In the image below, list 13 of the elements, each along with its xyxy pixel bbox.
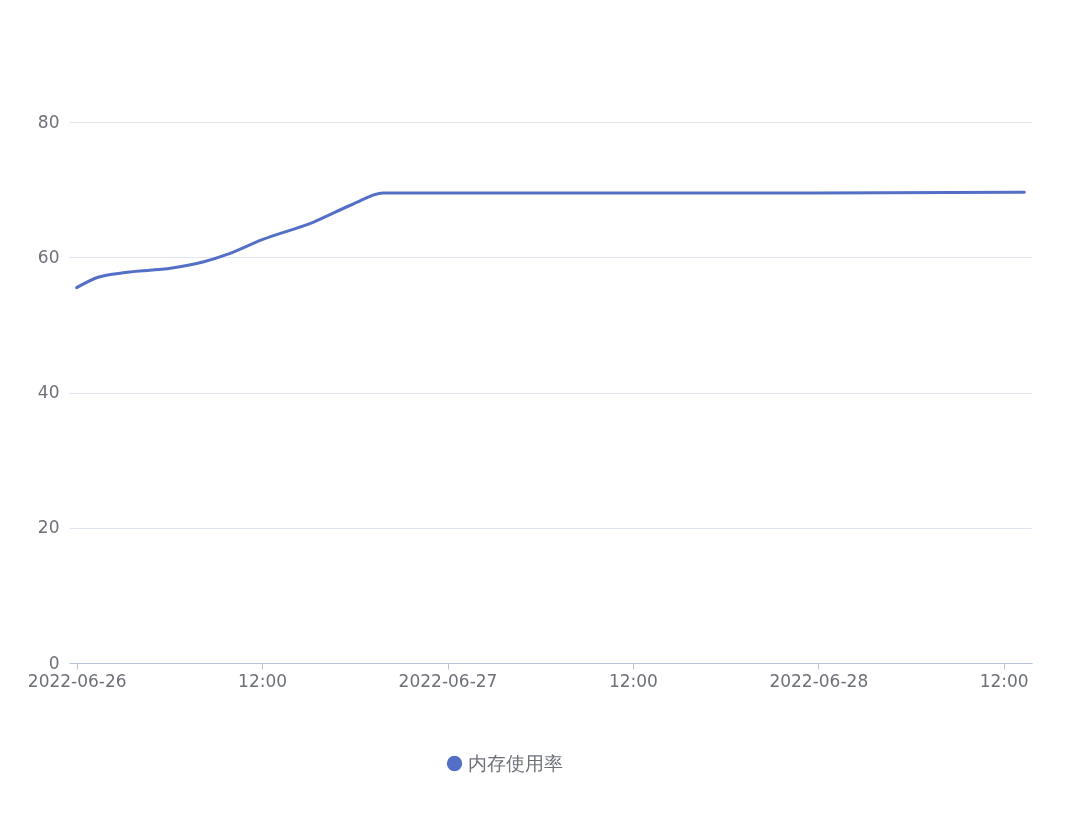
x-tick-label: 2022-06-28 (769, 670, 869, 691)
y-tick-label: 20 (37, 517, 60, 538)
line-series (75, 190, 1026, 290)
y-tick-label: 80 (37, 111, 60, 132)
x-tick-label: 2022-06-26 (27, 670, 127, 691)
y-tick-label: 0 (48, 652, 60, 673)
legend-label: 内存使用率 (468, 751, 563, 774)
y-tick-label: 40 (37, 382, 60, 402)
x-tick-label: 12:00 (979, 670, 1029, 691)
y-tick-label: 60 (37, 246, 60, 267)
x-tick-label: 12:00 (608, 670, 658, 691)
x-tick-label: 12:00 (238, 670, 288, 691)
x-tick-label: 2022-06-27 (398, 670, 498, 691)
